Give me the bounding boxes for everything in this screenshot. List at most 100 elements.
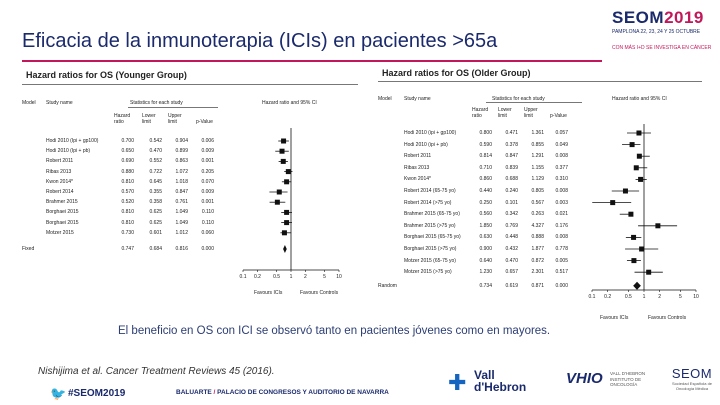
p-value: 0.057 — [555, 130, 568, 136]
col-study: Study name — [46, 100, 73, 106]
x-tick-label: 0.1 — [589, 294, 596, 300]
lower-limit: 0.542 — [149, 138, 162, 144]
p-value: 0.009 — [201, 148, 214, 155]
hr-value: 0.250 — [479, 199, 492, 206]
x-tick-label: 2 — [304, 274, 307, 280]
col-stats: Statistics for each study — [492, 96, 545, 102]
vall-dhebron-logo: ✚ Vall d'Hebron — [448, 368, 558, 398]
lower-limit: 0.342 — [505, 211, 518, 218]
upper-limit: 0.899 — [175, 148, 188, 155]
venue-separator: / — [211, 389, 218, 396]
header-divider — [128, 107, 218, 108]
x-tick-label: 0.2 — [254, 274, 261, 280]
lower-limit: 0.358 — [149, 199, 162, 206]
hr-value: 0.860 — [479, 176, 492, 183]
forest-plot-older: Hazard ratios for OS (Older Group) Model… — [374, 66, 704, 328]
pooled-upper: 0.816 — [175, 246, 188, 252]
hr-value: 0.590 — [479, 141, 492, 148]
col-pvalue: p-Value — [550, 113, 567, 119]
col-upper: Upper limit — [524, 107, 538, 119]
seom-tagline: CON MÁS I+D SE INVESTIGA EN CÁNCER — [612, 45, 712, 51]
p-value: 0.008 — [555, 153, 568, 160]
pooled-model-label: Random — [378, 282, 397, 289]
hr-marker — [285, 169, 291, 175]
vhio-subtitle: VALL D'HEBRON INSTITUTO DE ONCOLOGÍA — [610, 371, 646, 387]
upper-limit: 1.877 — [531, 246, 544, 252]
upper-limit: 0.904 — [175, 138, 188, 144]
x-tick-label: 1 — [643, 294, 646, 300]
upper-limit: 1.012 — [175, 229, 188, 236]
pooled-p: 0.000 — [201, 246, 214, 252]
study-name: Robert 2014 (>75 yo) — [404, 199, 452, 206]
study-name: Brahmer 2015 (>75 yo) — [404, 222, 456, 229]
study-name: Kwon 2014* — [404, 176, 431, 183]
study-name: Motzer 2015 (>75 yo) — [404, 269, 452, 276]
medical-cross-icon: ✚ — [448, 370, 467, 395]
hr-marker — [631, 258, 637, 264]
study-name: Borghaei 2015 — [46, 219, 79, 226]
hr-value: 0.810 — [121, 178, 134, 185]
seom-society-logo: SEOM Sociedad Española de Oncología Médi… — [664, 366, 720, 400]
study-name: Hodi 2010 (ipi + gp100) — [404, 130, 457, 136]
col-lower: Lower limit — [142, 113, 156, 125]
upper-limit: 0.263 — [531, 211, 544, 218]
hr-value: 0.710 — [479, 164, 492, 171]
col-hr: Hazard ratio — [114, 113, 131, 125]
study-name: Ribas 2013 — [404, 164, 430, 171]
hr-marker — [281, 230, 287, 236]
title-underline — [22, 84, 358, 85]
p-value: 0.049 — [555, 141, 568, 148]
upper-limit: 0.567 — [531, 199, 544, 206]
citation-text: Nishijima et al. Cancer Treatment Review… — [38, 366, 275, 377]
study-name: Brahmer 2015 — [46, 199, 78, 206]
seom2019-logo: SEOM2019 PAMPLONA 22, 23, 24 Y 25 OCTUBR… — [612, 8, 718, 51]
p-value: 0.205 — [201, 168, 214, 175]
lower-limit: 0.101 — [505, 199, 518, 206]
seom-event-dates: PAMPLONA 22, 23, 24 Y 25 OCTUBRE — [612, 29, 701, 35]
hr-marker — [655, 223, 661, 229]
x-tick-label: 5 — [679, 294, 682, 300]
hr-marker — [274, 199, 280, 205]
x-tick-label: 10 — [336, 274, 342, 280]
upper-limit: 1.049 — [175, 209, 188, 216]
study-name: Borghaei 2015 — [46, 209, 79, 216]
p-value: 0.517 — [555, 269, 568, 276]
twitter-bird-icon: 🐦 — [50, 386, 67, 401]
hr-value: 0.650 — [121, 148, 134, 155]
seom-brand: SEOM2019 — [612, 8, 718, 28]
upper-limit: 1.049 — [175, 219, 188, 226]
hr-marker — [284, 209, 290, 215]
pooled-upper: 0.871 — [531, 282, 544, 289]
lower-limit: 0.471 — [505, 130, 518, 136]
lower-limit: 0.378 — [505, 141, 518, 148]
hr-value: 0.560 — [479, 211, 492, 218]
upper-limit: 1.291 — [531, 153, 544, 160]
title-divider — [22, 60, 602, 62]
venue-full-name: PALACIO DE CONGRESOS Y AUDITORIO DE NAVA… — [217, 389, 389, 396]
study-name: Robert 2011 — [404, 153, 432, 160]
upper-limit: 1.155 — [531, 164, 544, 171]
study-name: Kwon 2014* — [46, 178, 73, 185]
venue-name: BALUARTE — [176, 389, 212, 396]
hr-value: 0.630 — [479, 234, 492, 241]
forest-title-younger: Hazard ratios for OS (Younger Group) — [26, 70, 187, 80]
lower-limit: 0.839 — [505, 164, 518, 171]
slide-footer: 🐦 #SEOM2019 BALUARTE / PALACIO DE CONGRE… — [0, 366, 720, 405]
study-name: Borghaei 2015 (>75 yo) — [404, 246, 457, 252]
vh-logo-line2: d'Hebron — [474, 380, 527, 394]
upper-limit: 1.072 — [175, 168, 188, 175]
upper-limit: 1.018 — [175, 178, 188, 185]
study-name: Robert 2014 — [46, 189, 74, 195]
pooled-model-label: Fixed — [22, 246, 35, 252]
lower-limit: 0.625 — [149, 219, 162, 226]
hr-value: 0.440 — [479, 188, 492, 194]
forest-plot-younger: Hazard ratios for OS (Younger Group) Mod… — [18, 68, 360, 300]
upper-limit: 0.805 — [531, 188, 544, 194]
x-tick-label: 0.1 — [240, 274, 247, 280]
hr-marker — [622, 188, 628, 194]
footer-venue: BALUARTE / PALACIO DE CONGRESOS Y AUDITO… — [176, 389, 389, 396]
p-value: 0.001 — [201, 158, 214, 165]
hr-value: 0.810 — [121, 219, 134, 226]
p-value: 0.003 — [555, 199, 568, 206]
pooled-hr: 0.734 — [479, 282, 492, 289]
